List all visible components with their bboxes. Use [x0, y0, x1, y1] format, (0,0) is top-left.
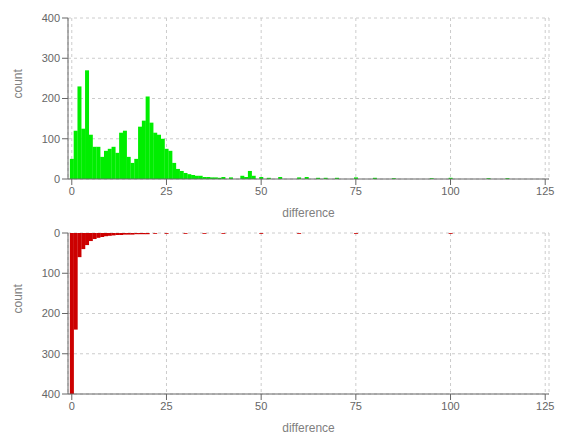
svg-text:count: count [11, 68, 25, 98]
svg-text:50: 50 [255, 400, 267, 412]
svg-text:count: count [11, 283, 25, 313]
svg-text:0: 0 [69, 185, 75, 197]
svg-text:75: 75 [350, 185, 362, 197]
svg-text:300: 300 [42, 52, 60, 64]
svg-text:difference: difference [282, 206, 335, 220]
svg-text:100: 100 [441, 400, 459, 412]
svg-text:25: 25 [160, 185, 172, 197]
svg-text:25: 25 [160, 400, 172, 412]
svg-text:100: 100 [42, 133, 60, 145]
svg-text:125: 125 [536, 400, 554, 412]
svg-text:difference: difference [282, 421, 335, 435]
svg-text:125: 125 [536, 185, 554, 197]
svg-text:200: 200 [42, 307, 60, 319]
svg-text:300: 300 [42, 348, 60, 360]
svg-text:100: 100 [42, 267, 60, 279]
svg-text:75: 75 [350, 400, 362, 412]
svg-text:0: 0 [54, 173, 60, 185]
svg-text:0: 0 [69, 400, 75, 412]
svg-text:100: 100 [441, 185, 459, 197]
svg-text:0: 0 [54, 227, 60, 239]
svg-text:50: 50 [255, 185, 267, 197]
svg-text:400: 400 [42, 388, 60, 400]
svg-text:400: 400 [42, 12, 60, 24]
svg-text:200: 200 [42, 92, 60, 104]
